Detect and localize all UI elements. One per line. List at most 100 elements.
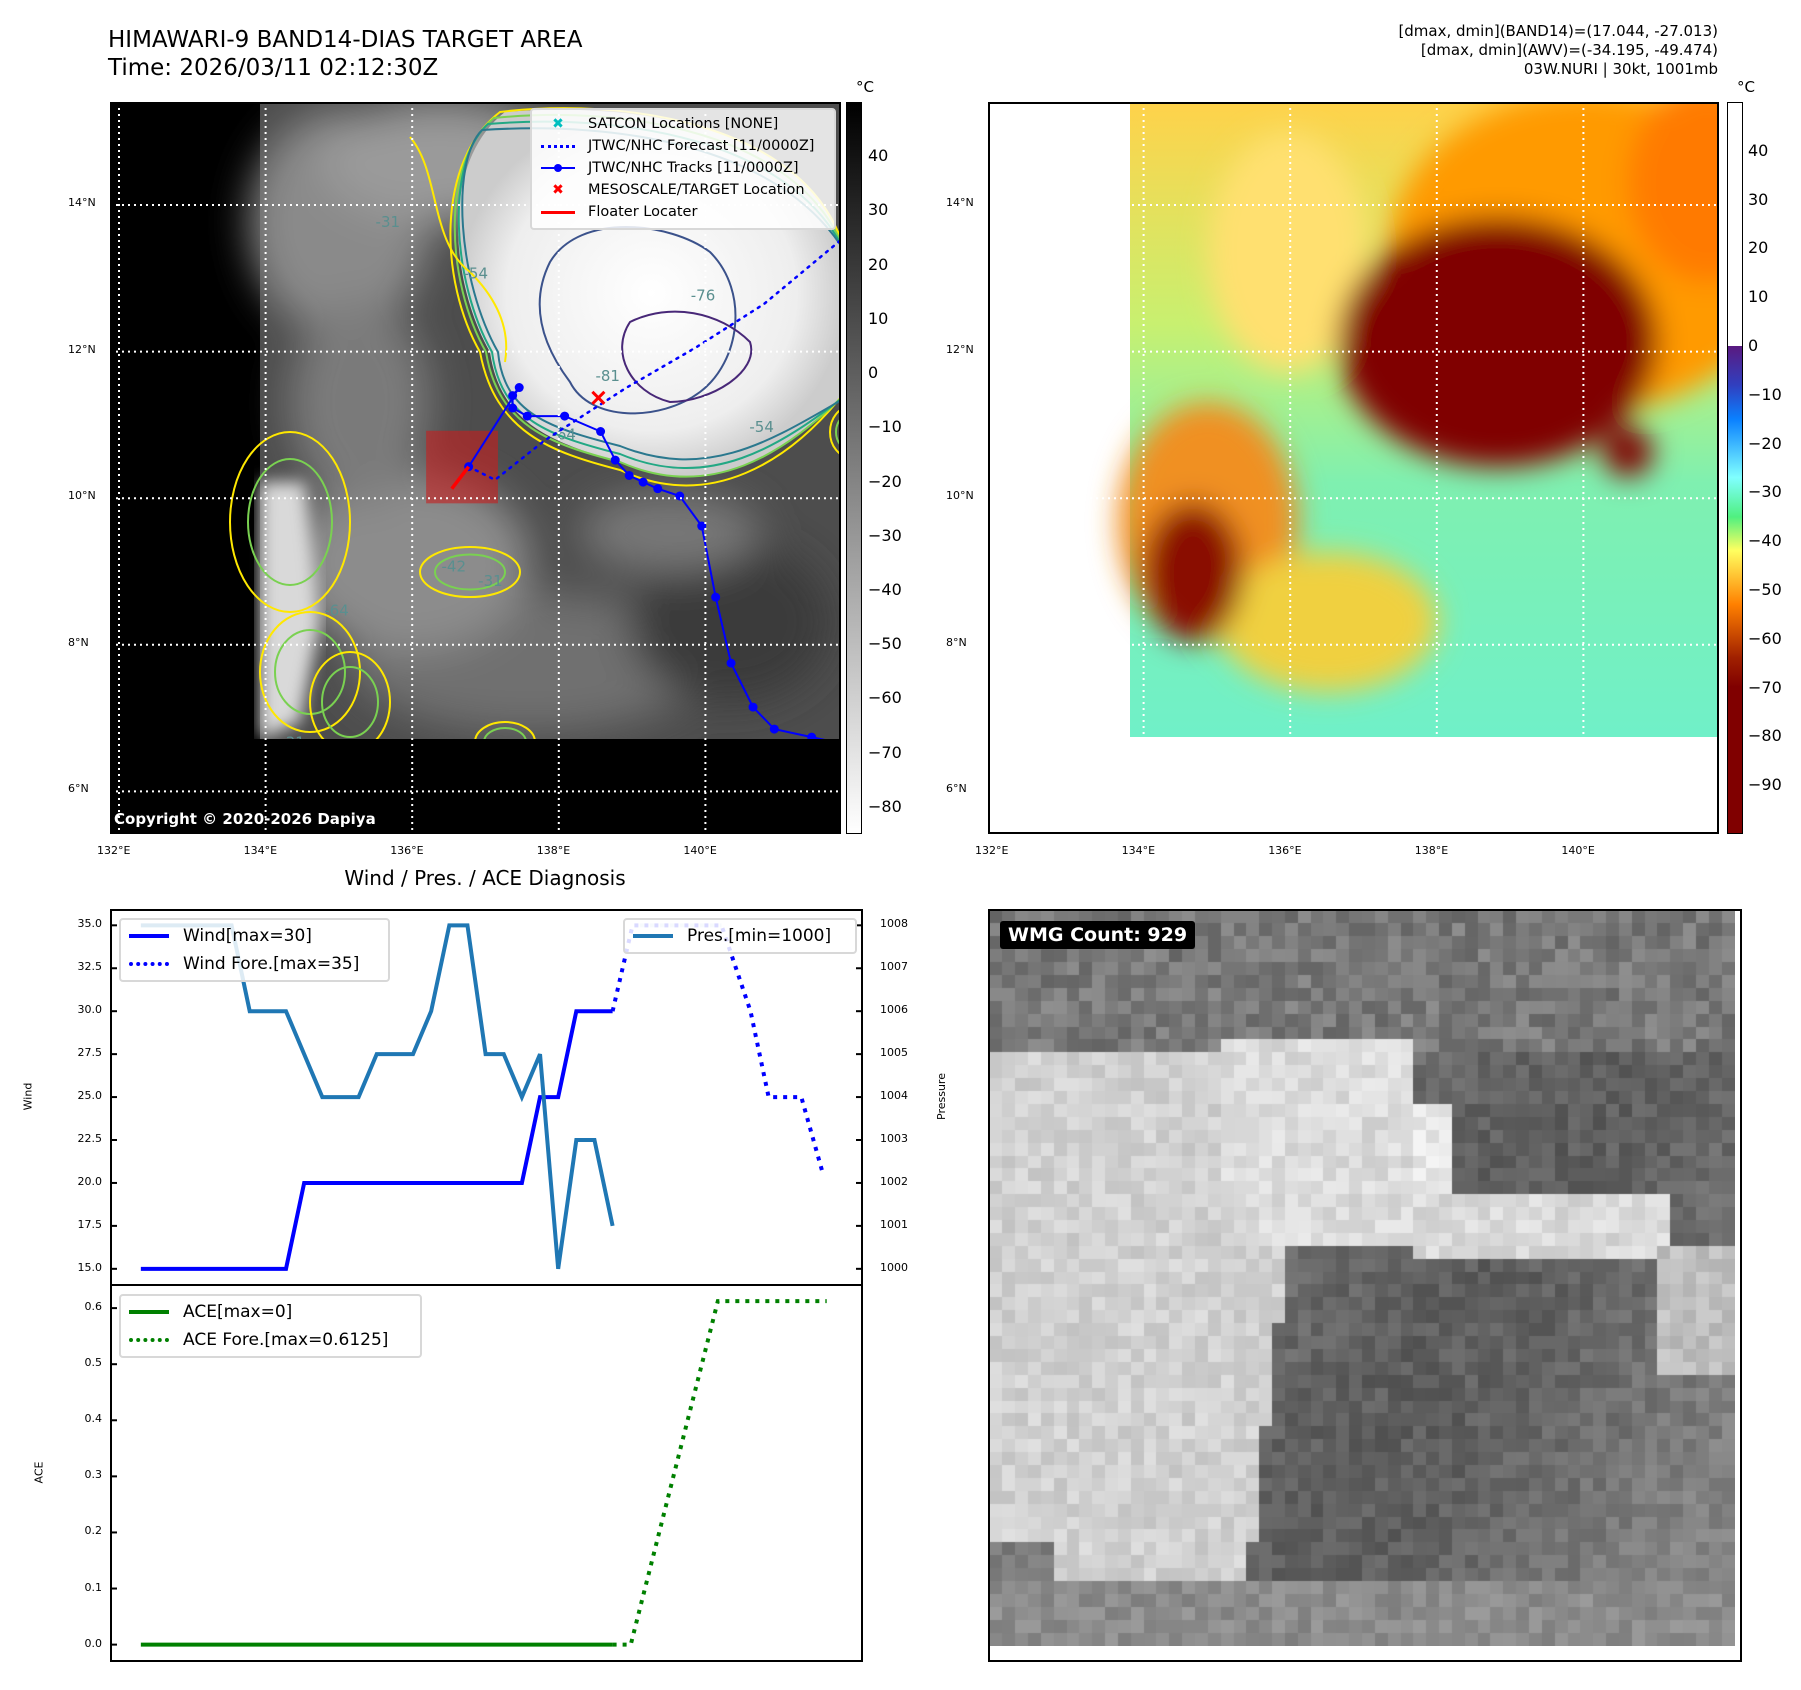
track-point	[769, 724, 779, 734]
info-awv-range: [dmax, dmin](AWV)=(-34.195, -49.474)	[1420, 41, 1718, 59]
lat-tick-label: 8°N	[68, 635, 89, 649]
series-line-ace-fore-	[612, 1299, 827, 1647]
dotted-green-line-icon	[129, 1338, 169, 1342]
contour-line	[409, 136, 508, 363]
contour-label: -81	[595, 367, 620, 385]
lat-tick-label: 14°N	[68, 196, 96, 209]
contour-label: -54	[749, 418, 774, 436]
lat-tick-label: 14°N	[946, 196, 974, 209]
lon-tick-label: 132°E	[97, 844, 131, 857]
cloud-patch	[630, 542, 830, 702]
ir-map[interactable]: -31-54-76-81-64-54-42-31-64-31 ✖SATCON L…	[110, 102, 841, 834]
lon-tick-label: 134°E	[243, 844, 278, 857]
y-tick-label: 0.1	[84, 1580, 103, 1594]
colorbar-tick-label: −20	[1748, 433, 1782, 453]
colorbar-tick-label: 30	[1748, 189, 1769, 209]
colorbar-tick-label: −70	[1748, 677, 1782, 697]
contour-label: -76	[691, 286, 716, 304]
contour-line	[829, 409, 839, 455]
contour-label: -42	[442, 558, 467, 576]
moisture-field	[1628, 104, 1717, 282]
track-point	[508, 403, 518, 413]
track-point	[675, 491, 685, 501]
track-point	[726, 658, 736, 668]
legend-wind: Wind[max=30]	[183, 926, 312, 946]
y-tick-label-right: 1001	[880, 1217, 908, 1231]
colorbar-tick-label: −30	[1748, 482, 1782, 502]
dotted-blue-line-icon	[129, 962, 169, 966]
contour-line	[247, 458, 333, 586]
legend-floater: Floater Locater	[588, 204, 698, 220]
chart-title: Wind / Pres. / ACE Diagnosis	[344, 866, 626, 890]
contour-label: -31	[376, 213, 401, 231]
track-point	[653, 484, 663, 494]
y-tick-label-right: 1003	[880, 1132, 908, 1145]
lon-tick-label: 136°E	[390, 844, 424, 857]
ir-map-legend: ✖ SATCON Locations [NONE] JTWC/NHC Foreca…	[530, 108, 836, 230]
lon-tick-label: 136°E	[1268, 844, 1302, 857]
track-point	[748, 702, 758, 712]
ace-plot	[112, 1299, 827, 1647]
moisture-field	[1208, 132, 1368, 372]
legend-forecast: JTWC/NHC Forecast [11/0000Z]	[588, 138, 815, 154]
contour-label: -31	[478, 572, 503, 590]
lat-tick-label: 12°N	[68, 342, 96, 356]
contour-line	[321, 666, 379, 738]
solid-steelblue-line-icon	[633, 934, 673, 938]
y-tick-label: 0.0	[84, 1636, 103, 1650]
lat-tick-label: 10°N	[946, 489, 974, 503]
colorbar-tick-label: −60	[868, 688, 902, 708]
y-tick-label: 0.3	[84, 1468, 103, 1482]
satcon-x-icon: ✖	[552, 116, 564, 132]
solid-green-line-icon	[129, 1310, 169, 1314]
y-tick-label-right: 1006	[880, 1003, 908, 1017]
dotted-line-icon	[540, 139, 576, 153]
y-tick-label: 15.0	[77, 1260, 103, 1274]
colorbar-tick-label: −30	[868, 525, 902, 545]
target-x-icon	[591, 390, 606, 405]
track-point	[522, 411, 532, 421]
lon-tick-label: 140°E	[1561, 844, 1595, 857]
wind-pressure-chart: Wind[max=30] Wind Fore.[max=35] Pres.[mi…	[110, 909, 863, 1286]
colorbar-tick-label: 20	[868, 254, 889, 274]
colorbar-tick-label: 40	[1748, 140, 1769, 160]
y-tick-label: 0.4	[84, 1412, 103, 1426]
contour-label: -54	[464, 264, 489, 282]
contour-line	[621, 310, 753, 404]
no-data-area	[112, 739, 839, 832]
y-tick-label-right: 1004	[880, 1089, 908, 1103]
wmg-count-label: WMG Count: 929	[1000, 921, 1196, 949]
y-tick-label: 0.6	[84, 1300, 103, 1314]
contour-label: -64	[324, 601, 349, 619]
colorbar-tick-label: −80	[1748, 726, 1782, 746]
cloud-patch	[580, 492, 760, 572]
legend-target: MESOSCALE/TARGET Location	[588, 182, 805, 198]
moisture-field	[1218, 552, 1438, 692]
y-tick-label: 27.5	[77, 1046, 103, 1060]
info-storm: 03W.NURI | 30kt, 1001mb	[1523, 60, 1718, 78]
colorbar-tick-label: 0	[1748, 336, 1759, 355]
cold-core	[1338, 217, 1658, 467]
track-point	[560, 411, 570, 421]
track-line-icon	[540, 161, 576, 175]
colorbar-tick-label: 40	[868, 146, 889, 166]
contour-line	[274, 629, 346, 715]
legend-tracks: JTWC/NHC Tracks [11/0000Z]	[588, 160, 799, 176]
y-tick-label-right: 1008	[880, 917, 908, 931]
track-point	[624, 470, 634, 480]
wind-legend: Wind[max=30] Wind Fore.[max=35]	[119, 918, 390, 982]
colorbar-tick-label: −70	[868, 742, 902, 762]
lat-tick-label: 10°N	[68, 489, 96, 503]
pressure-legend: Pres.[min=1000]	[623, 918, 857, 954]
contour-line	[434, 553, 506, 591]
figure-title: HIMAWARI-9 BAND14-DIAS TARGET AREA Time: …	[108, 26, 582, 82]
cold-core	[1603, 427, 1653, 477]
pressure-axis-label: Pressure	[934, 1073, 948, 1120]
awv-colorbar-unit: °C	[1737, 78, 1755, 96]
y-tick-label: 25.0	[77, 1089, 103, 1103]
legend-pressure: Pres.[min=1000]	[687, 926, 832, 946]
y-tick-label: 20.0	[77, 1174, 103, 1188]
awv-map[interactable]	[988, 102, 1719, 834]
lat-tick-label: 8°N	[946, 635, 967, 649]
